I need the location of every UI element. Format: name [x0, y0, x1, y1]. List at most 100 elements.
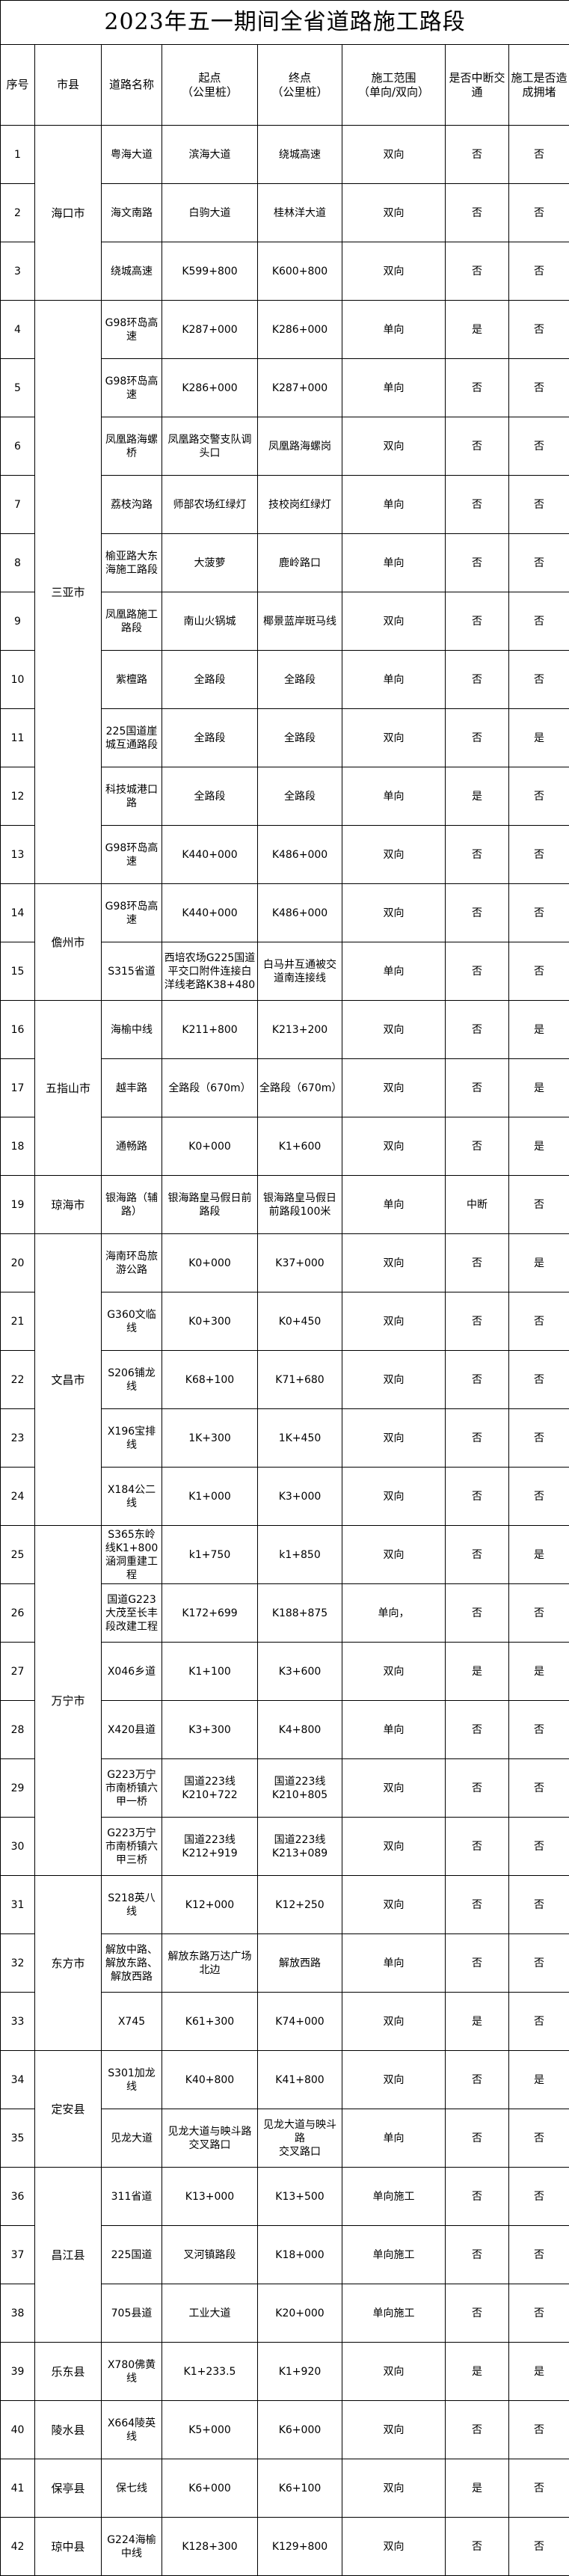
start-point-cell: K13+000	[162, 2168, 258, 2226]
congestion-cell: 是	[509, 1234, 569, 1292]
road-name-cell: 荔枝沟路	[102, 476, 162, 534]
congestion-cell: 否	[509, 476, 569, 534]
congestion-cell: 是	[509, 1117, 569, 1176]
row-number: 10	[1, 651, 35, 709]
row-number: 18	[1, 1117, 35, 1176]
end-point-cell: K6+000	[258, 2401, 342, 2459]
end-point-cell: 桂林洋大道	[258, 184, 342, 242]
congestion-cell: 否	[509, 1701, 569, 1759]
start-point-cell: k1+750	[162, 1526, 258, 1584]
col-header-congestion: 施工是否造成拥堵	[509, 45, 569, 126]
scope-cell: 单向	[342, 359, 446, 417]
row-number: 25	[1, 1526, 35, 1584]
road-name-cell: X745	[102, 1993, 162, 2051]
start-point-cell: K287+000	[162, 301, 258, 359]
scope-cell: 双向	[342, 884, 446, 942]
scope-cell: 双向	[342, 2459, 446, 2518]
interrupt-traffic-cell: 是	[446, 301, 509, 359]
start-point-cell: 西培农场G225国道平交口附件连接白洋线老路K38+480	[162, 942, 258, 1001]
row-number: 37	[1, 2226, 35, 2284]
row-number: 11	[1, 709, 35, 767]
end-point-cell: K129+800	[258, 2518, 342, 2576]
row-number: 3	[1, 242, 35, 301]
city-cell: 海口市	[35, 126, 102, 301]
congestion-cell: 否	[509, 1818, 569, 1876]
interrupt-traffic-cell: 是	[446, 1993, 509, 2051]
scope-cell: 双向	[342, 1993, 446, 2051]
start-point-cell: 见龙大道与映斗路 交叉路口	[162, 2109, 258, 2168]
road-name-cell: 海榆中线	[102, 1001, 162, 1059]
scope-cell: 单向	[342, 1701, 446, 1759]
road-name-cell: 粤海大道	[102, 126, 162, 184]
end-point-cell: 全路段	[258, 767, 342, 826]
row-number: 2	[1, 184, 35, 242]
scope-cell: 双向	[342, 2518, 446, 2576]
congestion-cell: 否	[509, 651, 569, 709]
congestion-cell: 否	[509, 2284, 569, 2343]
end-point-cell: K1+920	[258, 2343, 342, 2401]
row-number: 20	[1, 1234, 35, 1292]
city-cell: 昌江县	[35, 2168, 102, 2343]
interrupt-traffic-cell: 否	[446, 1351, 509, 1409]
start-point-cell: 工业大道	[162, 2284, 258, 2343]
end-point-cell: 技校岗红绿灯	[258, 476, 342, 534]
scope-cell: 双向	[342, 826, 446, 884]
interrupt-traffic-cell: 否	[446, 1292, 509, 1351]
start-point-cell: 凤凰路交警支队调头口	[162, 417, 258, 476]
interrupt-traffic-cell: 否	[446, 2284, 509, 2343]
start-point-cell: K0+000	[162, 1234, 258, 1292]
end-point-cell: K4+800	[258, 1701, 342, 1759]
row-number: 22	[1, 1351, 35, 1409]
start-point-cell: K3+300	[162, 1701, 258, 1759]
congestion-cell: 否	[509, 1993, 569, 2051]
scope-cell: 双向	[342, 126, 446, 184]
road-name-cell: 保七线	[102, 2459, 162, 2518]
row-number: 14	[1, 884, 35, 942]
congestion-cell: 否	[509, 359, 569, 417]
end-point-cell: K287+000	[258, 359, 342, 417]
congestion-cell: 是	[509, 1059, 569, 1117]
row-number: 27	[1, 1643, 35, 1701]
header-row: 序号市县道路名称起点 （公里桩）终点 （公里桩）施工范围 （单向/双向）是否中断…	[1, 45, 569, 126]
road-name-cell: G224海榆中线	[102, 2518, 162, 2576]
congestion-cell: 否	[509, 2518, 569, 2576]
interrupt-traffic-cell: 否	[446, 826, 509, 884]
road-name-cell: G223万宁市南桥镇六甲三桥	[102, 1818, 162, 1876]
scope-cell: 双向	[342, 242, 446, 301]
congestion-cell: 否	[509, 1876, 569, 1934]
congestion-cell: 否	[509, 2168, 569, 2226]
col-header-road: 道路名称	[102, 45, 162, 126]
row-number: 28	[1, 1701, 35, 1759]
end-point-cell: 解放西路	[258, 1934, 342, 1993]
row-number: 39	[1, 2343, 35, 2401]
start-point-cell: K40+800	[162, 2051, 258, 2109]
end-point-cell: K20+000	[258, 2284, 342, 2343]
end-point-cell: K1+600	[258, 1117, 342, 1176]
start-point-cell: K172+699	[162, 1584, 258, 1643]
scope-cell: 双向	[342, 592, 446, 651]
page-title: 2023年五一期间全省道路施工路段	[1, 1, 569, 45]
row-number: 40	[1, 2401, 35, 2459]
road-name-cell: X046乡道	[102, 1643, 162, 1701]
interrupt-traffic-cell: 否	[446, 242, 509, 301]
row-number: 35	[1, 2109, 35, 2168]
scope-cell: 双向	[342, 1234, 446, 1292]
road-name-cell: X780佛黄线	[102, 2343, 162, 2401]
scope-cell: 单向施工	[342, 2168, 446, 2226]
scope-cell: 双向	[342, 1759, 446, 1818]
scope-cell: 双向	[342, 1059, 446, 1117]
scope-cell: 单向	[342, 1176, 446, 1234]
city-cell: 三亚市	[35, 301, 102, 884]
interrupt-traffic-cell: 否	[446, 1001, 509, 1059]
start-point-cell: 大菠萝	[162, 534, 258, 592]
interrupt-traffic-cell: 是	[446, 2459, 509, 2518]
col-header-city: 市县	[35, 45, 102, 126]
end-point-cell: 国道223线 K213+089	[258, 1818, 342, 1876]
congestion-cell: 否	[509, 301, 569, 359]
road-name-cell: S301加龙线	[102, 2051, 162, 2109]
row-number: 36	[1, 2168, 35, 2226]
congestion-cell: 否	[509, 1351, 569, 1409]
row-number: 5	[1, 359, 35, 417]
